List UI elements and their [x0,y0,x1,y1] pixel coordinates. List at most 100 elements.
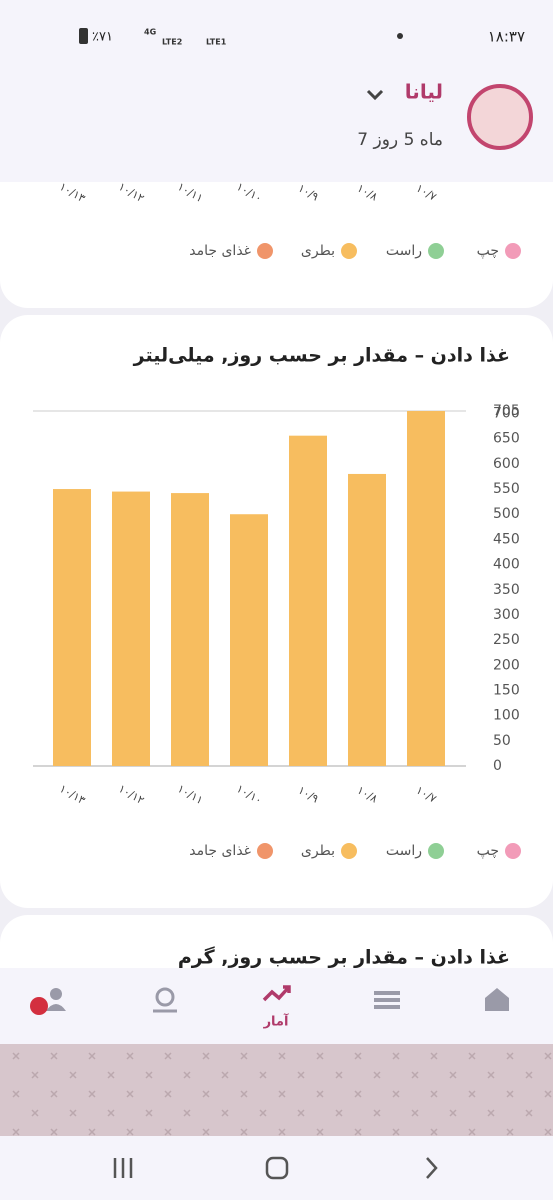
pattern-mark [544,1052,552,1060]
pattern-mark [354,1090,362,1098]
pattern-mark [487,1109,495,1117]
pattern-mark [69,1109,77,1117]
pattern-mark [430,1090,438,1098]
pattern-mark [107,1071,115,1079]
pattern-mark [164,1128,172,1136]
pattern-mark [392,1090,400,1098]
header [0,0,553,182]
profile-body [46,1004,66,1011]
y-tick-label: 200 [493,657,520,673]
bar [348,473,386,766]
pattern-mark [544,1090,552,1098]
legend-swatch [341,243,357,259]
network: LTE2 [162,38,182,47]
legend-label: راست [386,843,422,859]
pattern-mark [316,1052,324,1060]
pattern-mark [544,1128,552,1136]
child-name[interactable]: لیانا [405,80,443,104]
bar [289,435,327,766]
pattern-mark [259,1071,267,1079]
bar [112,491,150,766]
pattern-mark [240,1052,248,1060]
y-tick-label: 350 [493,582,520,598]
chart-title: غذا دادن – مقدار بر حسب روز, میلی‌لیتر [133,345,510,367]
pattern-mark [50,1052,58,1060]
chevron[interactable] [366,89,384,101]
pattern-mark [506,1128,514,1136]
card-title: غذا دادن – مقدار بر حسب روز, گرم [178,946,510,969]
y-tick-label: 500 [493,506,520,522]
bar [53,489,91,766]
pattern-mark [373,1071,381,1079]
legend-label: غذای جامد [189,243,251,259]
legend-label: چپ [477,843,499,859]
home-button[interactable] [265,1156,289,1180]
time: ۱۸:۳۷ [488,28,525,46]
back-button[interactable] [426,1157,438,1179]
pattern-mark [278,1128,286,1136]
pattern-mark [183,1109,191,1117]
pattern-mark [354,1052,362,1060]
pattern-mark [278,1090,286,1098]
legend-label: راست [386,243,422,259]
pattern-mark [50,1128,58,1136]
y-tick-label: 700 [493,406,520,422]
nav-label[interactable]: آمار [263,1013,289,1030]
y-tick-label: 400 [493,557,520,573]
y-tick-label: 150 [493,682,520,698]
pattern-mark [12,1128,20,1136]
profile-icon[interactable] [50,988,62,1000]
battery-icon [79,28,88,44]
pattern-mark [449,1109,457,1117]
pattern-mark [12,1090,20,1098]
avatar[interactable] [467,84,533,150]
y-tick-label: 600 [493,456,520,472]
recent-button[interactable] [113,1158,133,1178]
pattern-mark [392,1128,400,1136]
pattern-mark [297,1109,305,1117]
legend-swatch [505,243,521,259]
pattern-mark [69,1071,77,1079]
pattern-mark [373,1109,381,1117]
pattern-mark [297,1071,305,1079]
pattern-mark [88,1052,96,1060]
pattern-area [0,1044,553,1136]
list-icon[interactable] [374,991,400,1009]
timer-icon[interactable] [155,987,175,1007]
y-tick-label: 650 [493,431,520,447]
pattern-mark [316,1090,324,1098]
pattern-mark [126,1128,134,1136]
legend-swatch [505,843,521,859]
network: LTE1 [206,38,227,47]
pattern-mark [164,1052,172,1060]
pattern-mark [202,1090,210,1098]
battery: ٪۷۱ [92,30,113,45]
pattern-mark [240,1090,248,1098]
pattern-mark [525,1071,533,1079]
legend-label: بطری [301,843,335,859]
y-tick-label: 100 [493,708,520,724]
pattern-mark [354,1128,362,1136]
home-icon[interactable] [485,988,509,1011]
dot [397,33,403,39]
y-tick-label: 705 [493,403,520,419]
y-tick-label: 250 [493,632,520,648]
stats-icon[interactable] [262,985,291,1002]
legend-swatch [257,243,273,259]
bottom-nav [0,968,553,1044]
y-tick-label: 50 [493,733,511,749]
legend-label: چپ [477,243,499,259]
legend-label: بطری [301,243,335,259]
pattern-mark [240,1128,248,1136]
legend-swatch [428,243,444,259]
pattern-mark [164,1090,172,1098]
pattern-mark [335,1071,343,1079]
pattern-mark [468,1052,476,1060]
pattern-mark [506,1052,514,1060]
pattern-mark [411,1109,419,1117]
pattern-mark [506,1090,514,1098]
pattern-mark [126,1090,134,1098]
pattern-mark [430,1052,438,1060]
network: 4G [144,28,156,37]
